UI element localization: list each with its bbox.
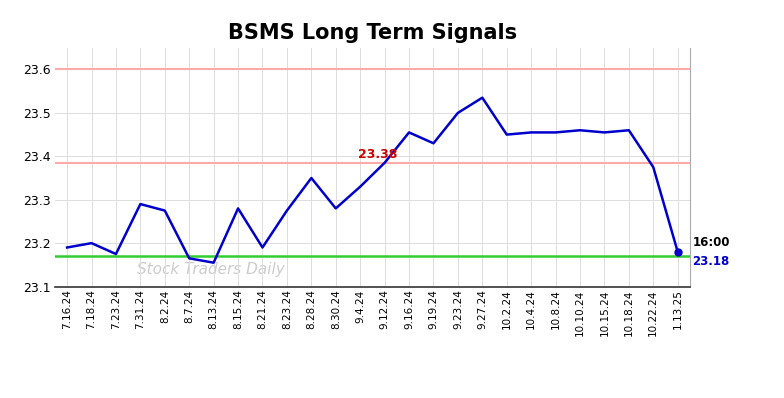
- Text: 16:00: 16:00: [692, 236, 730, 249]
- Text: Stock Traders Daily: Stock Traders Daily: [137, 262, 285, 277]
- Title: BSMS Long Term Signals: BSMS Long Term Signals: [228, 23, 517, 43]
- Text: 23.38: 23.38: [358, 148, 397, 161]
- Text: 23.18: 23.18: [692, 255, 730, 268]
